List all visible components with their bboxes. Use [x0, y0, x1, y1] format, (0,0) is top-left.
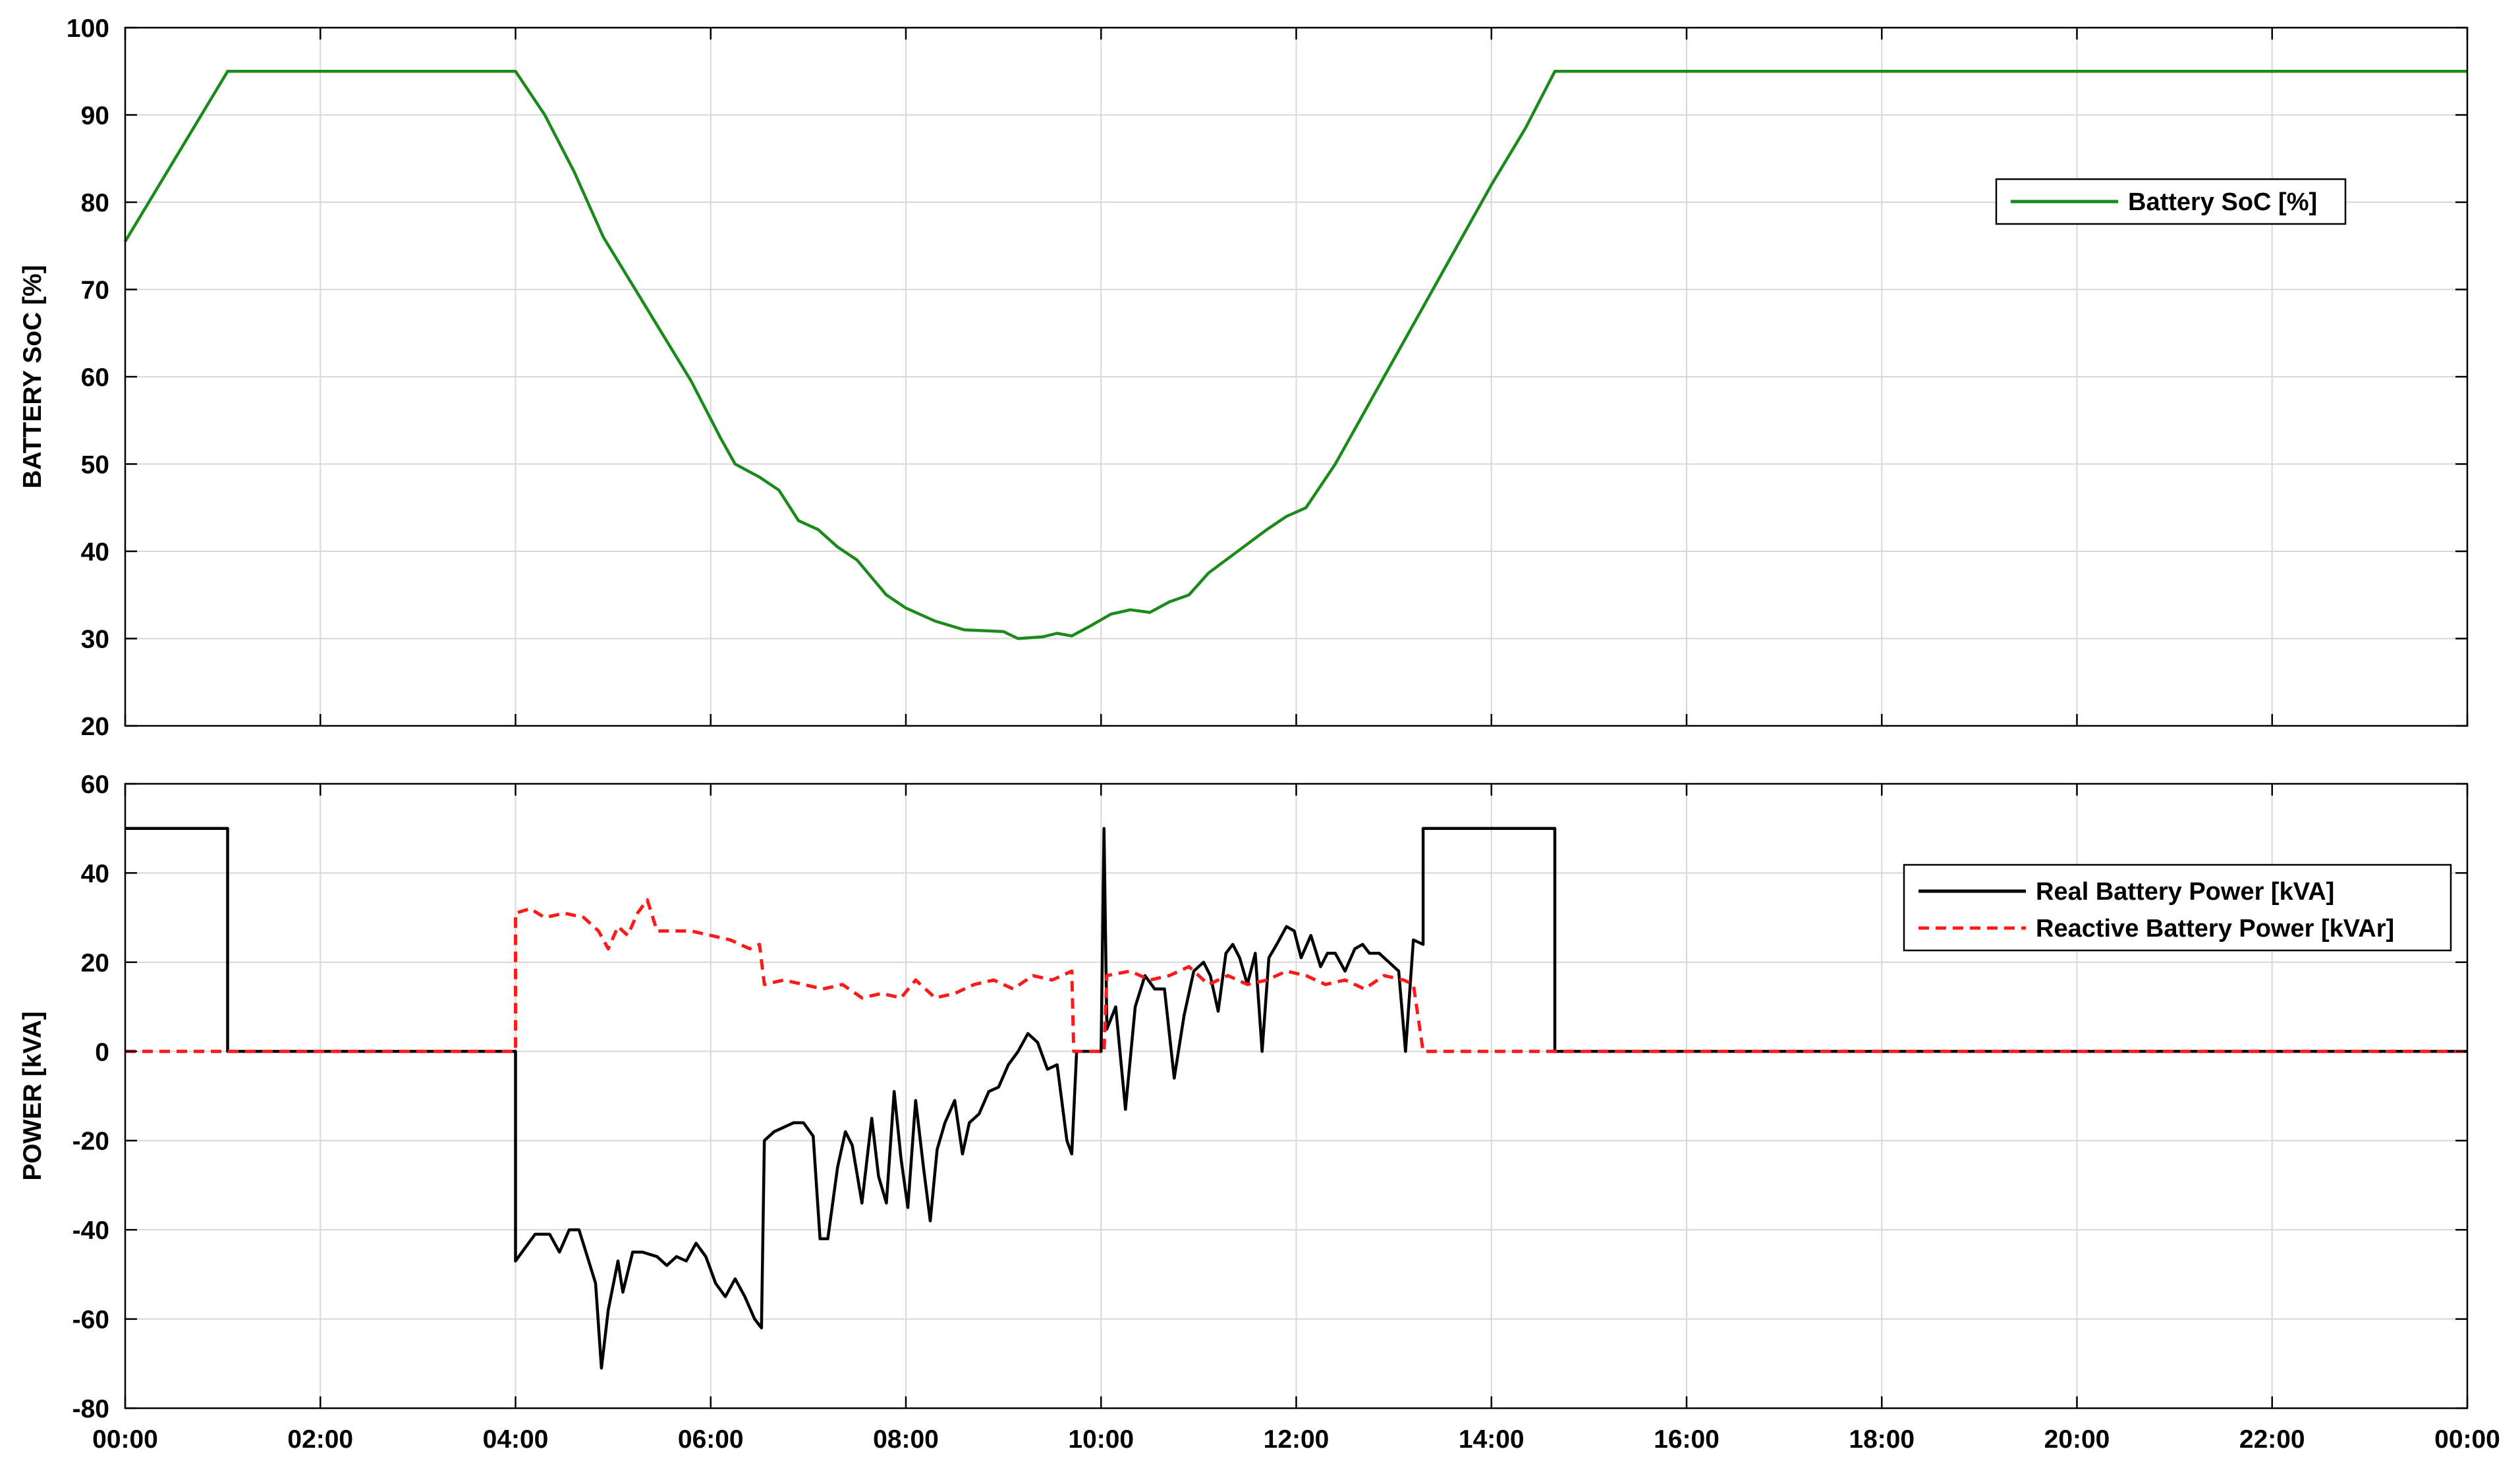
soc-panel: 20 30 40 50 60 70 80 90 100 BATTERY SoC [%] Batt…	[18, 14, 2469, 741]
x-tick-label: 08:00	[873, 1425, 939, 1454]
y-tick-label: 100	[67, 14, 109, 43]
x-tick-label: 18:00	[1849, 1425, 1915, 1454]
y-tick-label: -80	[72, 1395, 109, 1423]
soc-ylabel: BATTERY SoC [%]	[18, 265, 47, 488]
x-tick-label: 06:00	[678, 1425, 744, 1454]
x-tick-label: 22:00	[2239, 1425, 2305, 1454]
x-tick-label: 10:00	[1068, 1425, 1134, 1454]
y-tick-label: 90	[81, 102, 109, 130]
x-tick-label: 00:00	[92, 1425, 158, 1454]
y-tick-label: 0	[95, 1038, 109, 1066]
x-tick-label: 00:00	[2434, 1425, 2500, 1454]
soc-series-group	[124, 70, 2467, 640]
y-tick-label: 30	[81, 626, 109, 654]
y-tick-label: 70	[81, 277, 109, 305]
power-legend: Real Battery Power [kVA] Reactive Battery…	[1903, 863, 2452, 952]
y-tick-label: 40	[81, 538, 109, 566]
power-series-group	[125, 827, 2467, 1370]
x-tick-label: 20:00	[2044, 1425, 2110, 1454]
series-line-reactive-power	[125, 898, 2467, 1053]
x-tick-label: 02:00	[287, 1425, 353, 1454]
x-tick-label: 04:00	[483, 1425, 549, 1454]
y-tick-label: 40	[81, 860, 109, 888]
y-tick-label: 50	[81, 451, 109, 480]
legend-label: Reactive Battery Power [kVAr]	[2036, 915, 2394, 943]
x-tick-label: 16:00	[1654, 1425, 1720, 1454]
power-ticks: -80 -60 -40 -20 0 20 40 60 00:00 02:00 04:00 06:00 0…	[72, 771, 2500, 1454]
y-tick-label: 20	[81, 713, 109, 741]
legend-label: Battery SoC [%]	[2128, 188, 2317, 216]
y-tick-label: -60	[72, 1306, 109, 1334]
power-panel: -80 -60 -40 -20 0 20 40 60 00:00 02:00 04:00 06:00 0…	[18, 771, 2500, 1454]
soc-ticks: 20 30 40 50 60 70 80 90 100	[67, 14, 2469, 741]
x-tick-label: 12:00	[1264, 1425, 1330, 1454]
power-ylabel: POWER [kVA]	[18, 1011, 47, 1180]
series-line-real-power	[125, 827, 2467, 1370]
y-tick-label: 80	[81, 189, 109, 217]
y-tick-label: 20	[81, 949, 109, 977]
soc-legend: Battery SoC [%]	[1995, 178, 2347, 225]
y-tick-label: -20	[72, 1128, 109, 1156]
legend-label: Real Battery Power [kVA]	[2036, 878, 2334, 906]
series-line-battery-soc	[124, 70, 2467, 640]
x-tick-label: 14:00	[1459, 1425, 1525, 1454]
y-tick-label: 60	[81, 771, 109, 799]
legend-box	[1903, 863, 2452, 952]
y-tick-label: 60	[81, 364, 109, 392]
y-tick-label: -40	[72, 1217, 109, 1245]
soc-grid	[125, 28, 2467, 726]
